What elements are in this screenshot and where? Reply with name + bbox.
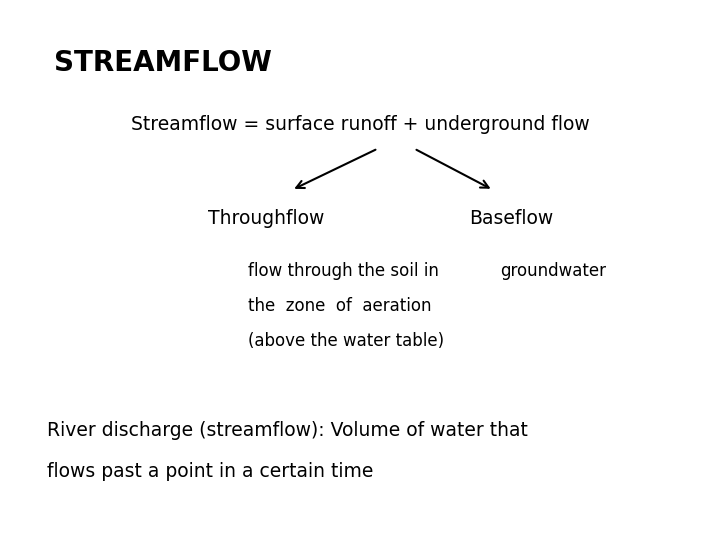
Text: flow through the soil in: flow through the soil in (248, 262, 439, 280)
Text: Throughflow: Throughflow (208, 209, 325, 228)
Text: River discharge (streamflow): Volume of water that: River discharge (streamflow): Volume of … (47, 421, 528, 440)
Text: (above the water table): (above the water table) (248, 332, 444, 350)
Text: STREAMFLOW: STREAMFLOW (54, 49, 272, 77)
Text: groundwater: groundwater (500, 262, 606, 280)
Text: the  zone  of  aeration: the zone of aeration (248, 297, 432, 315)
Text: flows past a point in a certain time: flows past a point in a certain time (47, 462, 373, 481)
Text: Baseflow: Baseflow (469, 209, 554, 228)
Text: Streamflow = surface runoff + underground flow: Streamflow = surface runoff + undergroun… (130, 114, 590, 134)
